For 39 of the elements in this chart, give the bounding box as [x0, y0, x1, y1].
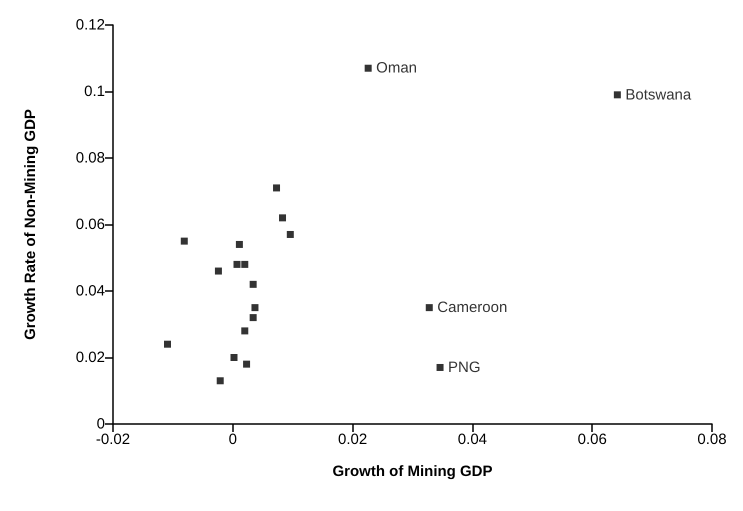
- x-tick-label: 0: [228, 431, 237, 448]
- x-tick-label: 0.06: [578, 431, 607, 448]
- point: [241, 260, 248, 268]
- x-axis-title: Growth of Mining GDP: [332, 463, 492, 480]
- point: [364, 64, 372, 72]
- annotation: PNG: [448, 358, 481, 376]
- y-tick-label: 0.08: [76, 150, 105, 166]
- point: [216, 377, 224, 384]
- x-tick-label: 0.02: [338, 431, 368, 448]
- point: [436, 364, 444, 371]
- y-tick-label: 0: [96, 416, 105, 432]
- point: [233, 260, 240, 268]
- y-tick-label: 0.06: [76, 216, 105, 233]
- point: [164, 340, 172, 348]
- point: [273, 184, 280, 192]
- annotation: Oman: [376, 60, 418, 77]
- y-axis-title: Growth Rate of Non-Mining GDP: [22, 109, 39, 340]
- y-tick-label: 0.04: [76, 282, 105, 300]
- point: [251, 304, 258, 312]
- x-tick-label: 0.04: [458, 431, 487, 448]
- point: [279, 214, 286, 222]
- y-tick-label: 0.02: [76, 349, 105, 366]
- point: [614, 91, 621, 98]
- point: [243, 360, 250, 368]
- annotation: Botswana: [625, 86, 692, 104]
- point: [230, 354, 238, 361]
- point: [180, 238, 188, 245]
- point: [214, 268, 222, 275]
- y-tick-label: 0.1: [84, 83, 105, 100]
- y-tick-label: 0.12: [76, 16, 105, 34]
- point: [250, 280, 257, 288]
- x-tick-label: 0.08: [697, 431, 727, 448]
- point: [286, 230, 294, 238]
- point: [241, 327, 248, 334]
- point: [426, 304, 433, 312]
- point: [236, 240, 243, 248]
- point: [250, 314, 257, 322]
- x-tick-label: -0.02: [96, 431, 130, 448]
- annotation: Cameroon: [437, 299, 508, 316]
